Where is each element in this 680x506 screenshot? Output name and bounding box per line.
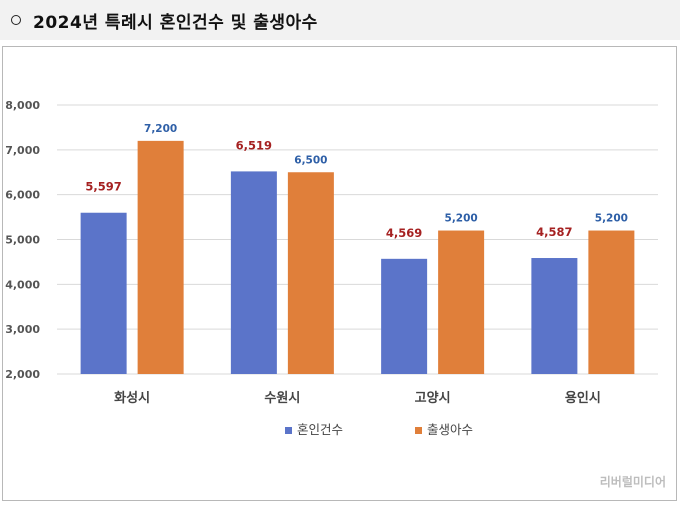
bar-marriages xyxy=(531,258,578,374)
y-tick-label: 2,000 xyxy=(5,368,40,381)
y-tick-label: 7,000 xyxy=(5,144,40,157)
data-label: 6,519 xyxy=(236,138,272,152)
header-bar: 2024년 특례시 혼인건수 및 출생아수 xyxy=(0,0,680,40)
y-tick-label: 6,000 xyxy=(5,189,40,202)
bar-births xyxy=(137,140,184,374)
data-label: 5,200 xyxy=(445,213,478,225)
x-tick-label: 고양시 xyxy=(415,391,451,406)
page-title: 2024년 특례시 혼인건수 및 출생아수 xyxy=(33,12,318,33)
bar-chart: 2,000 3,000 4,000 5,000 6,000 7,000 8,000 5,597… xyxy=(5,99,658,437)
bar-births xyxy=(438,230,485,374)
x-tick-label: 용인시 xyxy=(565,390,601,406)
legend-swatch xyxy=(415,427,422,434)
legend-label: 혼인건수 xyxy=(297,422,343,437)
bar-births xyxy=(287,172,334,374)
circle-bullet-icon xyxy=(11,15,21,25)
bar-marriages xyxy=(230,171,277,374)
data-label: 5,200 xyxy=(595,213,628,225)
legend-label: 출생아수 xyxy=(427,422,473,437)
bar-births xyxy=(588,230,635,374)
watermark: 리버럴미디어 xyxy=(599,475,666,489)
bar-marriages xyxy=(381,258,428,374)
chart-panel: 2,000 3,000 4,000 5,000 6,000 7,000 8,000 5,597… xyxy=(2,46,677,501)
bar-marriages xyxy=(80,212,127,374)
y-tick-label: 3,000 xyxy=(5,323,40,336)
data-label: 6,500 xyxy=(294,154,327,166)
y-tick-label: 4,000 xyxy=(5,278,40,291)
legend-swatch xyxy=(285,427,292,434)
x-tick-label: 수원시 xyxy=(264,391,300,406)
x-tick-label: 화성시 xyxy=(114,390,150,406)
y-tick-label: 8,000 xyxy=(5,99,40,112)
data-label: 4,569 xyxy=(386,226,422,240)
data-label: 7,200 xyxy=(144,123,177,135)
data-label: 4,587 xyxy=(536,225,572,239)
y-tick-label: 5,000 xyxy=(5,234,40,247)
data-label: 5,597 xyxy=(85,180,121,194)
